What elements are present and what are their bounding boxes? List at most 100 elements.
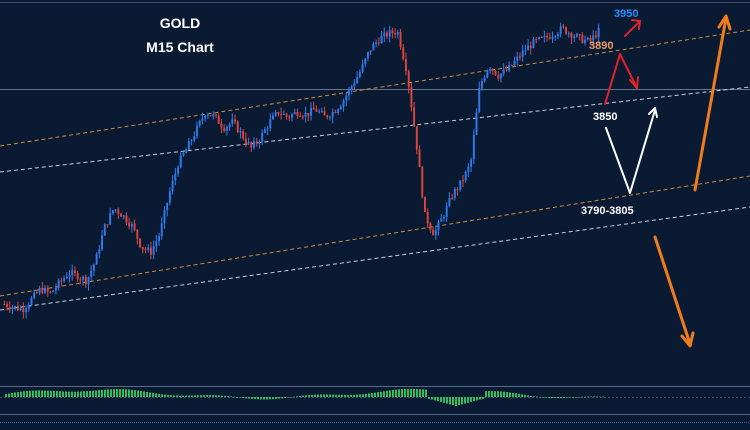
candle-body (453, 189, 456, 199)
candle-body (478, 88, 481, 113)
oscillator-bar (506, 392, 508, 397)
projection-arrows (604, 14, 732, 348)
candle-body (106, 224, 109, 226)
oscillator-bar (338, 394, 340, 397)
oscillator-bar (110, 389, 112, 397)
oscillator-bar (263, 397, 265, 400)
candle-body (125, 215, 128, 223)
oscillator-bar (356, 394, 358, 397)
oscillator-bar (290, 397, 292, 398)
oscillator-bar (119, 389, 121, 397)
candle-body (152, 246, 155, 255)
oscillator-bar (389, 390, 391, 397)
oscillator-bar (293, 396, 295, 398)
oscillator-bar (206, 395, 208, 397)
oscillator-bar (212, 395, 214, 397)
oscillator-bar (452, 397, 454, 406)
candle-body (101, 235, 103, 250)
candle-body (418, 149, 421, 167)
candle-body (537, 37, 540, 39)
candle-body (426, 211, 429, 224)
orange-arrow-down-head (680, 331, 695, 348)
candle-body (589, 37, 592, 41)
candle-body (73, 270, 76, 273)
candle-body (71, 270, 74, 276)
candle-body (136, 229, 139, 239)
oscillator-bar (518, 393, 520, 397)
candle-body (508, 64, 511, 71)
oscillator-bar (134, 390, 136, 397)
candle-body (182, 153, 185, 156)
oscillator-bar (344, 394, 346, 397)
candle-body (90, 270, 93, 278)
oscillator-bar (593, 396, 595, 398)
candle-body (288, 116, 291, 118)
candle-body (546, 35, 549, 38)
candle-body (581, 34, 584, 43)
candle-body (274, 112, 277, 116)
red-arrow-up-path (604, 53, 638, 105)
chart-subtitle: M15 Chart (146, 39, 214, 55)
oscillator-bar (341, 394, 343, 397)
oscillator-bar (41, 390, 43, 397)
candle-body (399, 31, 402, 48)
candle-body (339, 106, 342, 110)
candle-body (35, 292, 38, 294)
oscillator-bar (296, 396, 298, 397)
candle-body (573, 36, 576, 38)
oscillator-bar (596, 396, 598, 398)
oscillator-bar (143, 391, 145, 397)
candle-body (388, 30, 391, 37)
oscillator-bar (539, 397, 541, 398)
candle-body (33, 292, 36, 298)
oscillator-bar (353, 394, 355, 397)
candle-body (177, 167, 179, 174)
candle-body (483, 77, 486, 82)
candle-body (209, 115, 212, 117)
candle-body (367, 52, 369, 59)
oscillator-bar (113, 389, 115, 397)
candle-body (361, 64, 364, 73)
candle-body (187, 141, 190, 150)
candle-body (3, 304, 6, 306)
oscillator-bar (479, 397, 481, 400)
candle-body (342, 100, 345, 107)
candle-body (204, 115, 207, 119)
candle-body (540, 37, 543, 39)
candle-body (57, 280, 60, 288)
candle-body (348, 89, 350, 96)
candle-body (44, 287, 47, 293)
oscillator-bar (584, 396, 586, 398)
oscillator-bar (233, 396, 235, 398)
oscillator-bar (53, 390, 55, 397)
oscillator-bar (131, 389, 133, 397)
candle-body (489, 68, 492, 71)
oscillator-bar (179, 395, 181, 397)
candle-body (391, 30, 394, 34)
candle-body (372, 43, 375, 51)
channel-upper-orange (0, 29, 750, 147)
oscillator-bar (383, 391, 385, 397)
oscillator-bar (530, 395, 532, 397)
candle-body (280, 114, 283, 116)
candle-body (445, 205, 448, 217)
oscillator-histogram (5, 388, 604, 406)
candle-body (464, 171, 467, 181)
oscillator-bar (65, 391, 67, 397)
candle-body (201, 118, 204, 121)
oscillator-bar (20, 391, 22, 397)
candle-body (396, 31, 399, 35)
candle-body (215, 114, 217, 116)
candle-body (65, 276, 68, 279)
oscillator-bar (278, 397, 280, 399)
candle-body (592, 35, 595, 41)
candle-body (462, 180, 464, 182)
oscillator-bar (317, 394, 319, 397)
oscillator-bar (545, 397, 547, 398)
candle-body (299, 115, 302, 117)
level-label-3890: 3890 (589, 40, 613, 52)
candle-body (269, 119, 272, 129)
oscillator-bar (437, 397, 439, 402)
oscillator-bar (578, 396, 580, 398)
orange-arrow-down (653, 235, 692, 346)
